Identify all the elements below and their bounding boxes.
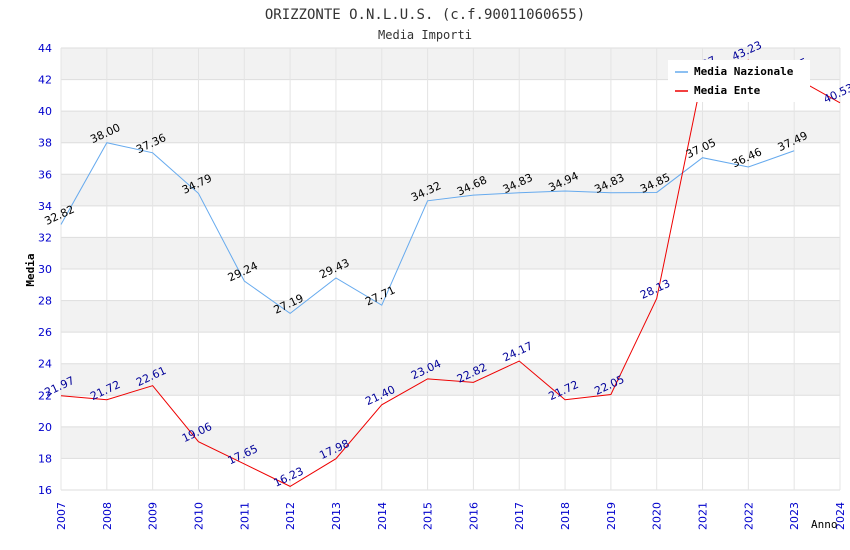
- y-tick-label: 32: [38, 231, 52, 244]
- x-tick-label: 2012: [284, 502, 297, 530]
- x-tick-label: 2020: [651, 502, 664, 530]
- grid-band: [61, 332, 840, 364]
- grid-band: [61, 111, 840, 143]
- x-tick-label: 2021: [697, 502, 710, 530]
- legend-label-nazionale: Media Nazionale: [694, 65, 794, 78]
- y-tick-label: 28: [38, 295, 52, 308]
- grid-bands: [61, 48, 840, 490]
- y-tick-label: 24: [38, 358, 52, 371]
- y-tick-label: 16: [38, 484, 52, 497]
- grid-band: [61, 269, 840, 301]
- y-tick-label: 42: [38, 74, 52, 87]
- x-tick-label: 2022: [742, 502, 755, 530]
- y-tick-label: 38: [38, 137, 52, 150]
- grid-band: [61, 142, 840, 175]
- x-tick-label: 2016: [467, 502, 480, 530]
- x-tick-label: 2024: [834, 502, 847, 530]
- x-tick-label: 2019: [605, 502, 618, 530]
- x-tick-label: 2014: [376, 502, 389, 530]
- y-tick-label: 44: [38, 42, 52, 55]
- x-axis-label: Anno: [811, 518, 838, 531]
- x-tick-label: 2023: [788, 502, 801, 530]
- x-tick-label: 2018: [559, 502, 572, 530]
- y-tick-label: 30: [38, 263, 52, 276]
- grid-band: [61, 458, 840, 490]
- grid-band: [61, 205, 840, 238]
- y-tick-label: 20: [38, 421, 52, 434]
- y-tick-label: 26: [38, 326, 52, 339]
- x-axis-ticks: 2007 2008 2009 2010 2011 2012 2013 2014 2015 2016…: [55, 502, 847, 530]
- y-axis-label: Media: [24, 253, 37, 286]
- y-tick-label: 22: [38, 389, 52, 402]
- grid-band: [61, 174, 840, 206]
- series-line-media-nazionale: [60, 142, 795, 314]
- x-tick-label: 2013: [330, 502, 343, 530]
- legend-label-ente: Media Ente: [694, 84, 761, 97]
- grid-band: [61, 300, 840, 333]
- grid-band: [61, 363, 840, 396]
- y-tick-label: 18: [38, 452, 52, 465]
- grid-lines: [60, 47, 841, 491]
- grid-band: [61, 237, 840, 269]
- y-axis-ticks: 16 18 20 22 24 26 28 30 32 34 36 38 40 42 44: [38, 42, 52, 497]
- y-tick-label: 36: [38, 168, 52, 181]
- chart-title: ORIZZONTE O.N.L.U.S. (c.f.90011060655): [265, 7, 585, 23]
- legend-box: [668, 60, 810, 102]
- y-tick-label: 40: [38, 105, 52, 118]
- x-tick-label: 2011: [238, 502, 251, 530]
- grid-band: [61, 395, 840, 427]
- y-tick-label: 34: [38, 200, 52, 213]
- x-tick-label: 2015: [422, 502, 435, 530]
- x-tick-label: 2010: [192, 502, 205, 530]
- x-tick-label: 2007: [55, 502, 68, 530]
- chart-subtitle: Media Importi: [378, 28, 472, 42]
- grid-band: [61, 426, 840, 459]
- x-tick-label: 2008: [101, 502, 114, 530]
- legend: Media Nazionale Media Ente: [668, 60, 810, 102]
- x-tick-label: 2009: [147, 502, 160, 530]
- x-tick-label: 2017: [513, 502, 526, 530]
